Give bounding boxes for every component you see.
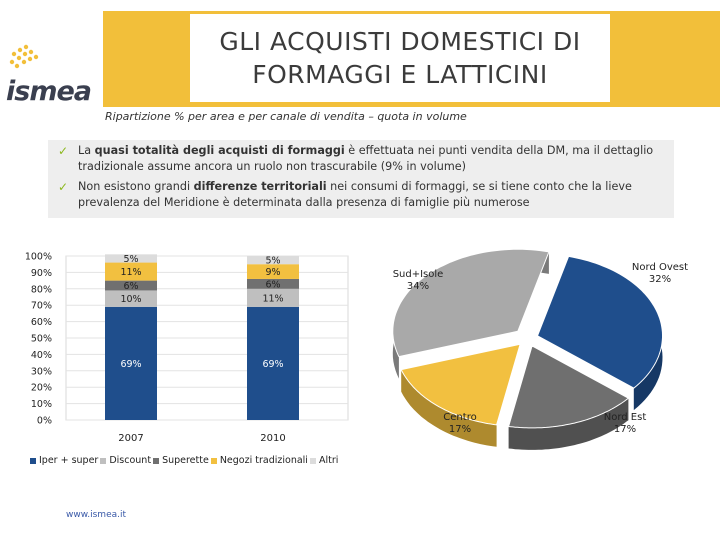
slice-label: Sud+Isole 34% bbox=[393, 269, 444, 292]
pie-slice bbox=[536, 255, 663, 389]
pie-slice bbox=[400, 343, 521, 426]
data-label: 69% bbox=[120, 359, 141, 370]
legend-swatch bbox=[210, 457, 217, 464]
bar-segment bbox=[247, 306, 299, 420]
data-label: 9% bbox=[265, 267, 280, 278]
pie-slice-side bbox=[401, 369, 497, 447]
stacked-bar-chart: 0% 10% 20% 30% 40% 50% 60% 70% 80% 90% 100% 69% 10% 6… bbox=[25, 252, 349, 444]
bar-segment bbox=[247, 288, 299, 307]
legend-swatch bbox=[30, 457, 36, 464]
legend-label: Altri bbox=[318, 455, 339, 466]
y-tick-label: 0% bbox=[37, 416, 52, 427]
y-tick-label: 70% bbox=[31, 301, 52, 312]
legend-item: Discount bbox=[100, 455, 151, 466]
bar-segment bbox=[247, 256, 299, 265]
y-tick-label: 20% bbox=[31, 383, 52, 394]
data-label: 69% bbox=[262, 359, 283, 370]
bar-segment bbox=[105, 262, 157, 281]
logo-wordmark: ismea bbox=[6, 76, 92, 107]
pie-slice bbox=[507, 345, 630, 429]
note-item: ✓ Non esistono grandi differenze territo… bbox=[58, 179, 666, 211]
legend-swatch bbox=[153, 457, 160, 464]
ismea-logo-icon bbox=[9, 44, 39, 69]
legend-label: Iper + super bbox=[39, 455, 99, 466]
y-tick-label: 40% bbox=[31, 350, 52, 361]
data-label: 11% bbox=[262, 293, 283, 304]
legend-swatch bbox=[309, 457, 316, 464]
bar-segment bbox=[105, 254, 157, 263]
y-tick-label: 80% bbox=[31, 284, 52, 295]
bar-segment bbox=[105, 290, 157, 307]
bar-segment bbox=[247, 264, 299, 279]
data-label: 10% bbox=[120, 294, 141, 305]
note-item: ✓ La quasi totalità degli acquisti di fo… bbox=[58, 143, 666, 175]
legend-label: Superette bbox=[162, 455, 209, 466]
note-text: La quasi totalità degli acquisti di form… bbox=[78, 144, 654, 173]
legend-swatch bbox=[100, 457, 107, 464]
bar-segment bbox=[247, 278, 299, 289]
data-label: 6% bbox=[123, 281, 138, 292]
title-line-1: GLI ACQUISTI DOMESTICI DI bbox=[219, 27, 581, 56]
y-tick-label: 10% bbox=[31, 399, 52, 410]
title-line-2: FORMAGGI E LATTICINI bbox=[252, 60, 548, 89]
footer-url: www.ismea.it bbox=[66, 510, 127, 520]
notes-box: ✓ La quasi totalità degli acquisti di fo… bbox=[48, 140, 674, 218]
legend-item: Iper + super bbox=[30, 455, 98, 466]
slice-label: Centro 17% bbox=[443, 412, 476, 435]
legend-item: Negozi tradizionali bbox=[210, 455, 308, 466]
data-label: 5% bbox=[265, 256, 280, 267]
data-label: 5% bbox=[123, 254, 138, 265]
data-label: 11% bbox=[120, 267, 141, 278]
legend-item: Altri bbox=[309, 455, 339, 466]
checkmark-icon: ✓ bbox=[58, 144, 69, 158]
x-tick-label: 2007 bbox=[118, 433, 143, 444]
data-label: 6% bbox=[265, 279, 280, 290]
y-tick-label: 90% bbox=[31, 268, 52, 279]
y-tick-label: 50% bbox=[31, 334, 52, 345]
y-tick-label: 60% bbox=[31, 317, 52, 328]
y-tick-label: 30% bbox=[31, 366, 52, 377]
subtitle: Ripartizione % per area e per canale di … bbox=[105, 110, 467, 123]
page-title: GLI ACQUISTI DOMESTICI DI FORMAGGI E LAT… bbox=[190, 14, 610, 102]
pie-slice-side bbox=[508, 398, 629, 450]
x-tick-label: 2010 bbox=[260, 433, 285, 444]
slice-label: Nord Ovest 32% bbox=[632, 262, 688, 285]
legend-item: Superette bbox=[153, 455, 209, 466]
pie-chart: Nord Ovest 32% Nord Est 17% Centro 17% Sud+Iso… bbox=[392, 248, 688, 450]
slice-label: Nord Est 17% bbox=[604, 412, 647, 435]
legend-label: Negozi tradizionali bbox=[219, 455, 308, 466]
legend-label: Discount bbox=[109, 455, 152, 466]
pie-slice bbox=[392, 248, 550, 358]
bar-chart-legend: Iper + super Discount Superette Negozi trad… bbox=[30, 455, 360, 466]
checkmark-icon: ✓ bbox=[58, 180, 69, 194]
bar-segment bbox=[105, 280, 157, 291]
bar-segment bbox=[105, 306, 157, 420]
y-tick-label: 100% bbox=[25, 252, 52, 263]
note-text: Non esistono grandi differenze territori… bbox=[78, 180, 632, 209]
